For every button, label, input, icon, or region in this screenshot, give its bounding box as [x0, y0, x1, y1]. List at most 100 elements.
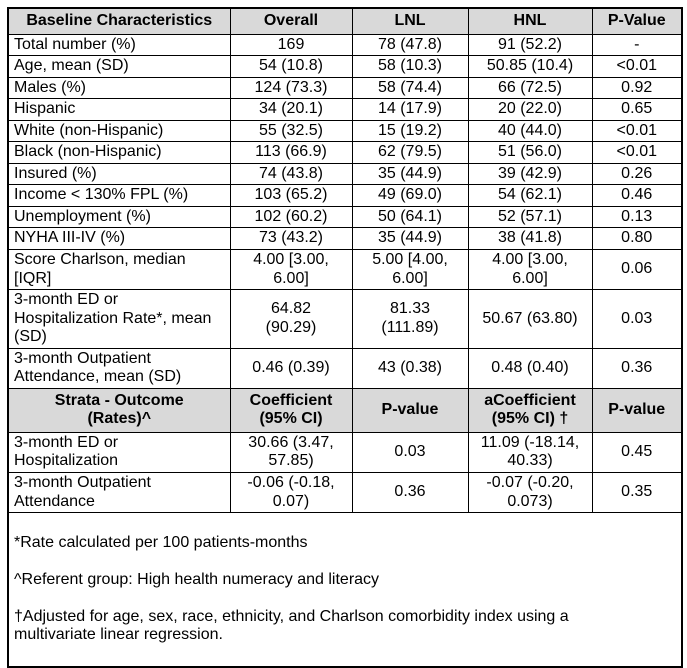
cell-lnl: 58 (10.3) [351, 55, 469, 78]
row-label: Black (non-Hispanic) [7, 141, 231, 164]
cell-overall: 102 (60.2) [229, 205, 353, 229]
table-row-total-number: Total number (%) 169 78 (47.8) 91 (52.2)… [7, 33, 683, 57]
cell-overall: 73 (43.2) [229, 227, 353, 251]
table-row-income: Income < 130% FPL (%) 103 (65.2) 49 (69.… [7, 184, 683, 207]
column-header-baseline-characteristics: Baseline Characteristics [7, 7, 231, 35]
row-label: 3-month ED or Hospitalization Rate*, mea… [7, 289, 231, 349]
footnote-rate: *Rate calculated per 100 patients-months [14, 533, 308, 551]
row-label: Males (%) [7, 76, 231, 100]
cell-p-value: <0.01 [591, 55, 683, 78]
table-row-outpatient-attendance: 3-month Outpatient Attendance, mean (SD)… [7, 347, 683, 389]
cell-hnl: 0.48 (0.40) [467, 347, 593, 389]
cell-acoefficient: -0.07 (-0.20, 0.073) [467, 472, 593, 514]
baseline-characteristics-table: Baseline Characteristics Overall LNL HNL… [7, 7, 683, 668]
column-header-p-value-acoefficient: P-value [591, 387, 683, 433]
table-header-row-baseline: Baseline Characteristics Overall LNL HNL… [7, 7, 683, 35]
cell-lnl: 35 (44.9) [351, 227, 469, 251]
column-header-hnl: HNL [467, 7, 593, 35]
footnote-adjusted-model: †Adjusted for age, sex, race, ethnicity,… [14, 607, 569, 644]
cell-p-value: 0.03 [351, 431, 469, 474]
cell-hnl: 20 (22.0) [467, 98, 593, 121]
cell-hnl: 39 (42.9) [467, 162, 593, 186]
column-header-strata-outcome: Strata - Outcome (Rates)^ [7, 387, 231, 433]
cell-overall: 34 (20.1) [229, 98, 353, 121]
cell-hnl: 50.85 (10.4) [467, 55, 593, 78]
row-label: NYHA III-IV (%) [7, 227, 231, 251]
table-header-row-strata: Strata - Outcome (Rates)^ Coefficient (9… [7, 387, 683, 433]
cell-overall: 54 (10.8) [229, 55, 353, 78]
cell-overall: 113 (66.9) [229, 141, 353, 164]
table-row-strata-outpatient-attendance: 3-month Outpatient Attendance -0.06 (-0.… [7, 472, 683, 514]
row-label: 3-month Outpatient Attendance [7, 472, 231, 514]
cell-p-value: 0.36 [591, 347, 683, 389]
row-label: Score Charlson, median [IQR] [7, 249, 231, 291]
cell-hnl: 38 (41.8) [467, 227, 593, 251]
cell-lnl: 62 (79.5) [351, 141, 469, 164]
row-label: Income < 130% FPL (%) [7, 184, 231, 207]
table-row-males: Males (%) 124 (73.3) 58 (74.4) 66 (72.5)… [7, 76, 683, 100]
cell-p-value: 0.80 [591, 227, 683, 251]
cell-lnl: 43 (0.38) [351, 347, 469, 389]
footnote-referent-group: ^Referent group: High health numeracy an… [14, 570, 380, 588]
table-row-age: Age, mean (SD) 54 (10.8) 58 (10.3) 50.85… [7, 55, 683, 78]
row-label: Age, mean (SD) [7, 55, 231, 78]
row-label: Insured (%) [7, 162, 231, 186]
row-label: White (non-Hispanic) [7, 119, 231, 143]
table-row-strata-ed-hospitalization: 3-month ED or Hospitalization 30.66 (3.4… [7, 431, 683, 474]
cell-lnl: 50 (64.1) [351, 205, 469, 229]
column-header-p-value: P-Value [591, 7, 683, 35]
cell-lnl: 35 (44.9) [351, 162, 469, 186]
cell-hnl: 54 (62.1) [467, 184, 593, 207]
cell-lnl: 5.00 [4.00, 6.00] [351, 249, 469, 291]
cell-overall: 64.82 (90.29) [229, 289, 353, 349]
table-row-insured: Insured (%) 74 (43.8) 35 (44.9) 39 (42.9… [7, 162, 683, 186]
cell-overall: 169 [229, 33, 353, 57]
cell-lnl: 14 (17.9) [351, 98, 469, 121]
cell-p-value-adjusted: 0.45 [591, 431, 683, 474]
row-label: Total number (%) [7, 33, 231, 57]
cell-hnl: 52 (57.1) [467, 205, 593, 229]
cell-p-value: 0.06 [591, 249, 683, 291]
column-header-coefficient: Coefficient (95% CI) [229, 387, 353, 433]
column-header-lnl: LNL [351, 7, 469, 35]
cell-hnl: 91 (52.2) [467, 33, 593, 57]
cell-overall: 124 (73.3) [229, 76, 353, 100]
table-row-black: Black (non-Hispanic) 113 (66.9) 62 (79.5… [7, 141, 683, 164]
column-header-acoefficient: aCoefficient (95% CI) † [467, 387, 593, 433]
footnotes-cell: *Rate calculated per 100 patients-months… [7, 512, 683, 667]
cell-lnl: 78 (47.8) [351, 33, 469, 57]
table-row-hispanic: Hispanic 34 (20.1) 14 (17.9) 20 (22.0) 0… [7, 98, 683, 121]
table-footnotes-row: *Rate calculated per 100 patients-months… [7, 512, 683, 667]
table-row-charlson: Score Charlson, median [IQR] 4.00 [3.00,… [7, 249, 683, 291]
cell-coefficient: -0.06 (-0.18, 0.07) [229, 472, 353, 514]
cell-lnl: 49 (69.0) [351, 184, 469, 207]
cell-p-value: 0.46 [591, 184, 683, 207]
cell-p-value: 0.13 [591, 205, 683, 229]
cell-lnl: 81.33 (111.89) [351, 289, 469, 349]
cell-overall: 0.46 (0.39) [229, 347, 353, 389]
cell-hnl: 66 (72.5) [467, 76, 593, 100]
cell-coefficient: 30.66 (3.47, 57.85) [229, 431, 353, 474]
table-row-white: White (non-Hispanic) 55 (32.5) 15 (19.2)… [7, 119, 683, 143]
cell-overall: 103 (65.2) [229, 184, 353, 207]
cell-p-value: <0.01 [591, 119, 683, 143]
row-label: 3-month ED or Hospitalization [7, 431, 231, 474]
cell-p-value: <0.01 [591, 141, 683, 164]
cell-p-value: 0.03 [591, 289, 683, 349]
cell-overall: 74 (43.8) [229, 162, 353, 186]
column-header-p-value-coefficient: P-value [351, 387, 469, 433]
cell-hnl: 50.67 (63.80) [467, 289, 593, 349]
row-label: Unemployment (%) [7, 205, 231, 229]
cell-hnl: 40 (44.0) [467, 119, 593, 143]
cell-hnl: 4.00 [3.00, 6.00] [467, 249, 593, 291]
cell-lnl: 15 (19.2) [351, 119, 469, 143]
row-label: Hispanic [7, 98, 231, 121]
row-label: 3-month Outpatient Attendance, mean (SD) [7, 347, 231, 389]
cell-p-value-adjusted: 0.35 [591, 472, 683, 514]
table-row-nyha: NYHA III-IV (%) 73 (43.2) 35 (44.9) 38 (… [7, 227, 683, 251]
cell-p-value: 0.26 [591, 162, 683, 186]
cell-p-value: 0.92 [591, 76, 683, 100]
cell-hnl: 51 (56.0) [467, 141, 593, 164]
table-row-unemployment: Unemployment (%) 102 (60.2) 50 (64.1) 52… [7, 205, 683, 229]
cell-lnl: 58 (74.4) [351, 76, 469, 100]
